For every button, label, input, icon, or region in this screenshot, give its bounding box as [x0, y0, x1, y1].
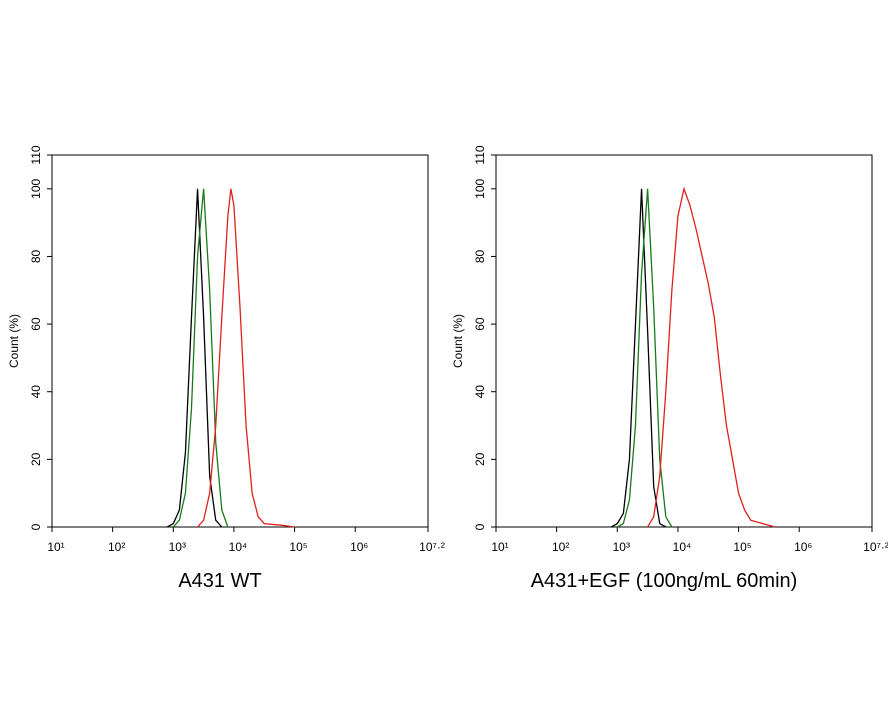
y-tick-label: 20 — [473, 452, 487, 466]
x-tick-label: 10¹ — [491, 540, 508, 554]
x-tick-label: 10³ — [613, 540, 630, 554]
y-tick-label: 20 — [29, 452, 43, 466]
x-tick-label: 10⁵ — [733, 540, 751, 554]
x-tick-label: 10⁴ — [229, 540, 248, 554]
x-tick-label: 10⁵ — [289, 540, 307, 554]
y-tick-label: 0 — [29, 523, 43, 530]
x-tick-label: 10² — [108, 540, 125, 554]
x-tick-label: 10⁷·² — [863, 540, 888, 554]
x-tick-label: 10⁶ — [794, 540, 812, 554]
y-tick-label: 0 — [473, 523, 487, 530]
y-tick-label: 60 — [29, 317, 43, 331]
histogram-line — [197, 188, 295, 528]
histogram-line — [166, 188, 223, 528]
y-tick-label: 100 — [473, 178, 487, 198]
y-axis-label: Count (%) — [7, 314, 21, 368]
y-tick-label: 110 — [29, 145, 43, 164]
histogram-line — [610, 188, 667, 528]
x-tick-label: 10⁴ — [673, 540, 692, 554]
histogram-line — [172, 188, 229, 528]
x-tick-label: 10² — [552, 540, 569, 554]
y-tick-label: 40 — [473, 385, 487, 399]
y-tick-label: 110 — [473, 145, 487, 164]
y-tick-label: 80 — [29, 249, 43, 263]
y-tick-label: 60 — [473, 317, 487, 331]
y-tick-label: 40 — [29, 385, 43, 399]
x-tick-label: 10¹ — [47, 540, 64, 554]
y-tick-label: 80 — [473, 249, 487, 263]
chart-title: A431+EGF (100ng/mL 60min) — [531, 570, 798, 592]
plot-frame — [51, 154, 429, 528]
y-axis-label: Count (%) — [451, 314, 465, 368]
x-tick-label: 10⁶ — [350, 540, 368, 554]
chart-title: A431 WT — [178, 570, 261, 592]
plot-frame — [495, 154, 873, 528]
x-tick-label: 10³ — [169, 540, 186, 554]
histogram-line — [616, 188, 673, 528]
y-tick-label: 100 — [29, 178, 43, 198]
histogram-line — [647, 186, 776, 528]
x-tick-label: 10⁷·² — [419, 540, 445, 554]
